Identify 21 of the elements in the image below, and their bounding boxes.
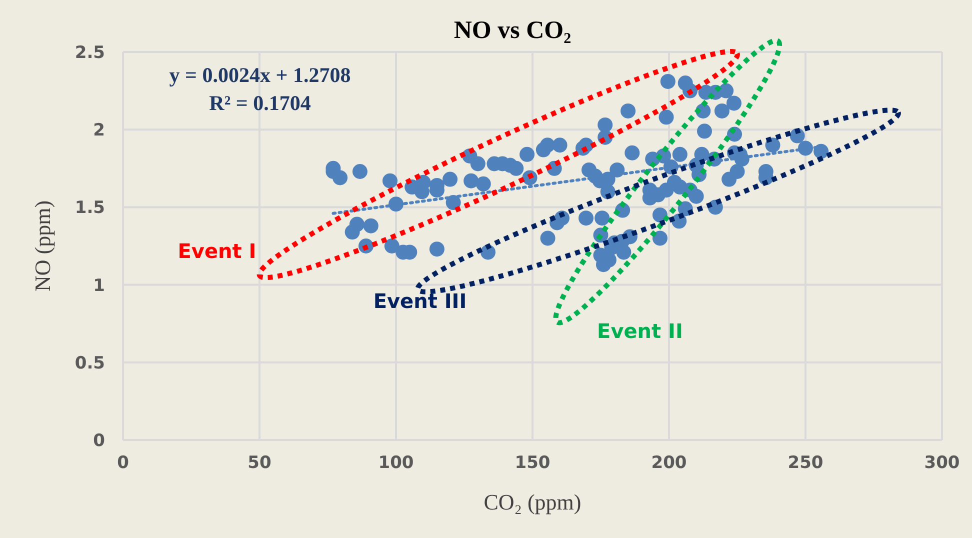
annotation: R² = 0.1704 <box>209 91 312 115</box>
x-tick-label: 0 <box>117 453 130 474</box>
annotation: Event II <box>597 319 683 343</box>
x-tick-label: 200 <box>651 453 687 474</box>
x-tick-label: 100 <box>378 453 414 474</box>
y-tick-label: 1.5 <box>74 198 105 218</box>
y-tick-label: 2 <box>93 120 105 141</box>
y-axis-title: NO (ppm) <box>30 200 55 292</box>
annotation: Event I <box>178 239 256 263</box>
y-tick-label: 1 <box>93 276 105 296</box>
x-tick-label: 150 <box>514 453 550 474</box>
chart-title: NO vs CO₂ <box>454 17 572 44</box>
x-tick-label: 250 <box>788 453 824 474</box>
y-tick-label: 0.5 <box>74 353 105 374</box>
y-tick-label: 0 <box>93 431 106 452</box>
x-axis-title: CO₂ (ppm) <box>484 490 582 515</box>
annotation: y = 0.0024x + 1.2708 <box>169 63 351 87</box>
x-tick-label: 300 <box>924 453 960 474</box>
x-tick-label: 50 <box>248 453 272 474</box>
annotation: Event III <box>373 289 467 313</box>
y-tick-label: 2.5 <box>74 43 105 64</box>
